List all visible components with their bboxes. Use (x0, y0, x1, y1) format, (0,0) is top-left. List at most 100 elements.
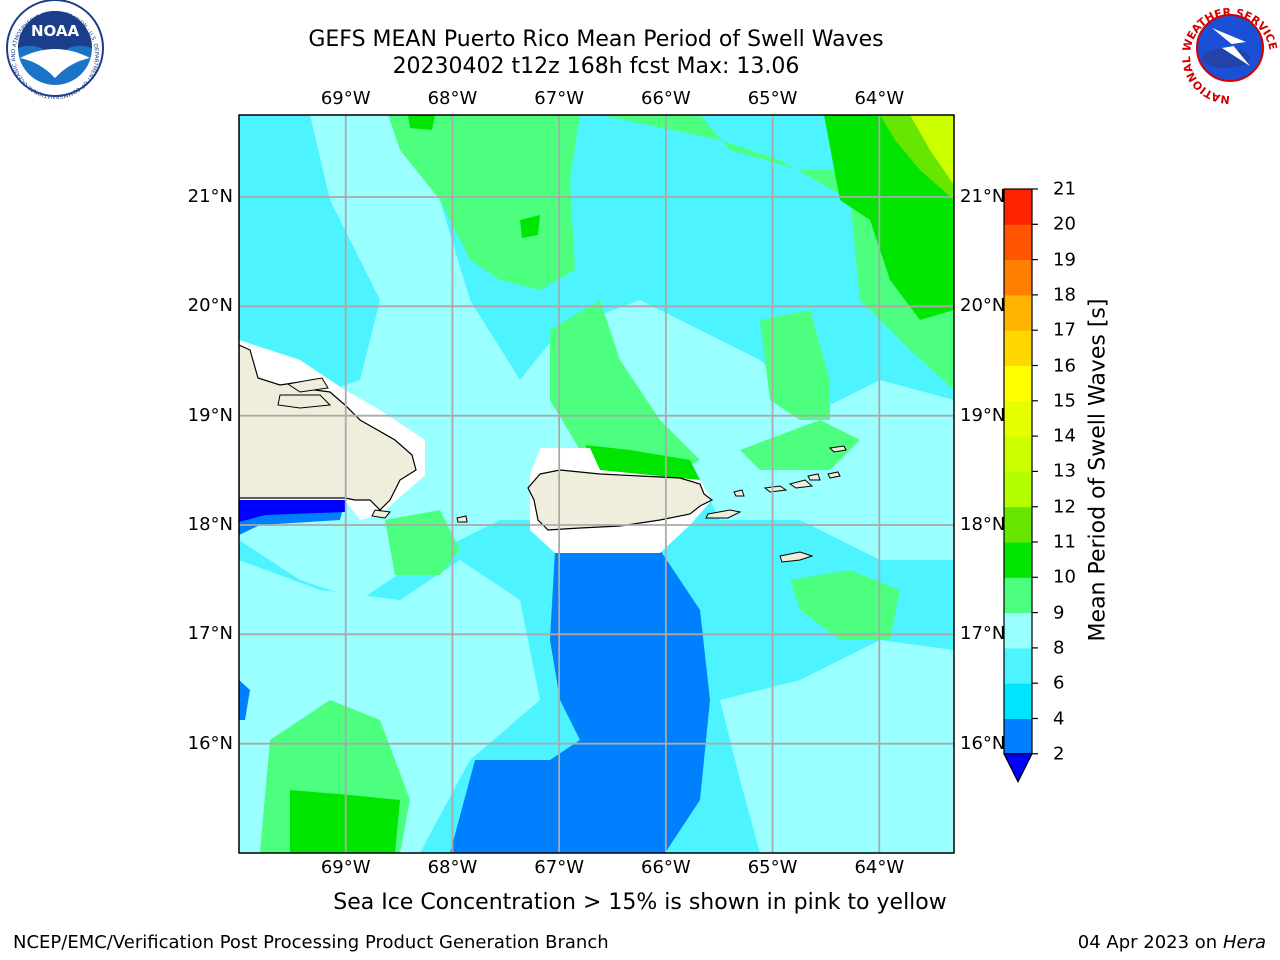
footer-host: Hera (1222, 932, 1266, 953)
lon-label-top: 65°W (747, 88, 798, 109)
colorbar-tick-label: 14 (1053, 425, 1076, 447)
lat-label-right: 21°N (960, 186, 1006, 207)
hispaniola-bay (286, 377, 329, 393)
hispaniola-coast-detail (277, 394, 332, 409)
map-graticule (239, 115, 954, 853)
lon-label-bottom: 68°W (427, 857, 478, 878)
footer-date: 04 Apr 2023 on Hera (1078, 932, 1266, 953)
swell-period-map (239, 115, 954, 853)
lat-label-right: 17°N (960, 623, 1006, 645)
island-virgin-gorda (827, 471, 841, 479)
colorbar-tick-label: 2 (1053, 743, 1065, 765)
band-2-4s-edge (239, 680, 250, 720)
colorbar-tick-label: 12 (1053, 496, 1076, 518)
colorbar-tick-label: 13 (1053, 460, 1076, 482)
island-tortola (807, 473, 821, 481)
lon-label-bottom: 69°W (320, 857, 371, 878)
colorbar-tick-label: 20 (1053, 213, 1076, 235)
colorbar-tick-label: 11 (1053, 531, 1076, 553)
colorbar-segment (1004, 612, 1032, 649)
lat-label-right: 18°N (960, 514, 1006, 535)
lat-label-left: 19°N (187, 404, 233, 426)
band-2-4s (450, 550, 710, 853)
colorbar-segment (1004, 189, 1032, 225)
lat-label-left: 18°N (187, 514, 233, 535)
island-anegada (828, 445, 847, 453)
colorbar-segment (1004, 718, 1032, 755)
colorbar-tick-label: 16 (1053, 355, 1076, 376)
island-beata (371, 509, 391, 519)
colorbar-tick-label: 4 (1053, 708, 1065, 729)
footer-date-text: 04 Apr 2023 on (1077, 932, 1223, 953)
colorbar-tick-label: 8 (1053, 637, 1065, 659)
band-9-10s-southeast (790, 570, 900, 640)
lat-label-right: 16°N (960, 732, 1006, 754)
colorbar-tick-label: 10 (1053, 566, 1076, 588)
colorbar-tick-label: 6 (1053, 672, 1065, 694)
colorbar-tick-label: 21 (1053, 178, 1076, 200)
lat-label-left: 17°N (187, 623, 233, 645)
lon-label-bottom: 65°W (747, 857, 798, 878)
island-st-croix (779, 551, 814, 563)
map-frame (238, 114, 955, 854)
lon-label-bottom: 67°W (534, 857, 584, 878)
colorbar-segment (1004, 506, 1032, 543)
colorbar-tick-label: 18 (1053, 284, 1076, 306)
band-12-13s (910, 115, 954, 185)
colorbar-tick-label: 9 (1053, 602, 1065, 624)
colorbar-segment (1004, 577, 1032, 614)
island-mona (456, 515, 468, 523)
colorbar-segment (1004, 683, 1032, 719)
nws-logo: NATIONAL WEATHER SERVICE (1180, 0, 1280, 106)
lon-label-top: 69°W (320, 88, 371, 109)
lon-label-top: 67°W (534, 88, 584, 109)
colorbar-segment (1004, 259, 1032, 296)
island-vieques (705, 509, 742, 519)
colorbar-segment (1004, 365, 1032, 402)
band-9-10s-virgin (740, 420, 860, 470)
band-10-11s-spot (520, 215, 540, 238)
colorbar-segment (1004, 330, 1032, 366)
band-9-10s-prnorth (550, 300, 700, 480)
band-10-11s-spot2 (408, 115, 435, 130)
lat-label-left: 20°N (187, 295, 233, 317)
colorbar-segment (1004, 436, 1032, 472)
chart-subtitle: 20230402 t12z 168h fcst Max: 13.06 (392, 54, 800, 79)
band-9-10s-center (760, 310, 830, 420)
island-st-john (788, 479, 814, 489)
noaa-logo: NOAA NATIONAL OCEANIC AND ATMOSPHERIC AD… (0, 0, 104, 99)
band-8-9s-southeast (720, 640, 954, 853)
lon-label-top: 66°W (641, 88, 691, 109)
band-10-11s-prnorth (585, 445, 700, 480)
colorbar (1003, 188, 1038, 784)
lon-label-top: 68°W (427, 88, 478, 109)
lon-label-bottom: 66°W (641, 857, 691, 878)
lat-label-left: 16°N (187, 732, 233, 754)
lon-label-bottom: 64°W (854, 857, 905, 878)
lon-label-top: 64°W (854, 88, 905, 109)
colorbar-tick-label: 17 (1053, 319, 1076, 341)
colorbar-under-extend (1003, 753, 1033, 784)
colorbar-segment (1004, 542, 1032, 578)
caption: Sea Ice Concentration > 15% is shown in … (333, 890, 947, 915)
colorbar-segment (1004, 471, 1032, 508)
colorbar-segment (1004, 294, 1032, 331)
chart-title: GEFS MEAN Puerto Rico Mean Period of Swe… (308, 27, 884, 52)
island-culebra (733, 489, 745, 497)
island-st-thomas (763, 485, 788, 493)
lat-label-right: 20°N (960, 295, 1006, 317)
footer-credit: NCEP/EMC/Verification Post Processing Pr… (13, 932, 609, 953)
colorbar-tick-label: 19 (1053, 249, 1076, 271)
colorbar-segment (1004, 224, 1032, 261)
lat-label-right: 19°N (960, 404, 1006, 426)
band-9-10s-north (388, 115, 580, 290)
colorbar-segment (1004, 400, 1032, 437)
colorbar-tick-label: 15 (1053, 390, 1076, 412)
band-9-10s-mona (385, 510, 460, 575)
colorbar-label: Mean Period of Swell Waves [s] (1085, 298, 1111, 642)
svg-text:NOAA: NOAA (31, 22, 80, 40)
lat-label-left: 21°N (187, 186, 233, 207)
hispaniola-land (239, 344, 417, 511)
colorbar-segment (1004, 647, 1032, 684)
band-under-2s (239, 500, 345, 522)
